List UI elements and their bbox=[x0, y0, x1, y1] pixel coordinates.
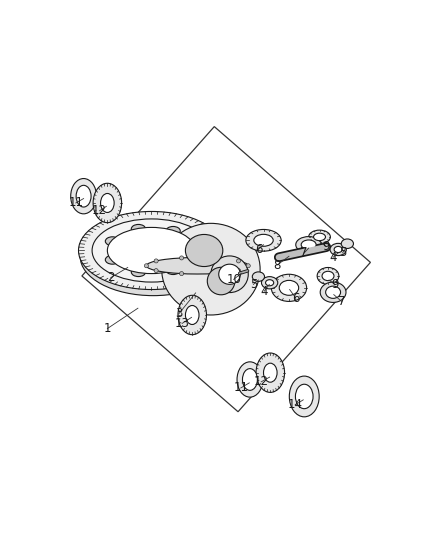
Text: 10: 10 bbox=[226, 273, 241, 286]
Circle shape bbox=[154, 259, 158, 263]
Ellipse shape bbox=[107, 228, 196, 273]
Ellipse shape bbox=[131, 268, 145, 277]
Ellipse shape bbox=[279, 280, 299, 295]
Circle shape bbox=[154, 269, 158, 273]
Circle shape bbox=[180, 272, 184, 276]
Text: 4: 4 bbox=[261, 285, 268, 298]
Ellipse shape bbox=[146, 257, 248, 274]
Ellipse shape bbox=[178, 295, 206, 335]
Ellipse shape bbox=[93, 183, 122, 223]
Ellipse shape bbox=[76, 185, 91, 207]
Text: 5: 5 bbox=[339, 246, 346, 260]
Circle shape bbox=[211, 272, 215, 276]
Ellipse shape bbox=[290, 376, 319, 417]
Ellipse shape bbox=[207, 267, 235, 295]
Text: 4: 4 bbox=[329, 251, 337, 264]
Ellipse shape bbox=[265, 280, 274, 286]
Ellipse shape bbox=[301, 240, 316, 249]
Ellipse shape bbox=[105, 255, 120, 264]
Ellipse shape bbox=[185, 305, 199, 325]
Text: 14: 14 bbox=[288, 399, 303, 411]
Text: 3: 3 bbox=[175, 308, 182, 320]
Ellipse shape bbox=[105, 237, 120, 246]
Circle shape bbox=[211, 256, 215, 260]
Ellipse shape bbox=[309, 230, 330, 244]
Text: 7: 7 bbox=[338, 295, 345, 308]
Ellipse shape bbox=[295, 384, 313, 409]
Text: 12: 12 bbox=[92, 204, 107, 217]
Ellipse shape bbox=[256, 353, 285, 392]
Ellipse shape bbox=[237, 362, 263, 397]
Ellipse shape bbox=[330, 244, 346, 256]
Ellipse shape bbox=[317, 268, 339, 285]
Ellipse shape bbox=[246, 229, 281, 251]
Circle shape bbox=[237, 269, 240, 273]
Ellipse shape bbox=[325, 286, 341, 298]
Text: 7: 7 bbox=[300, 246, 308, 260]
Ellipse shape bbox=[252, 272, 265, 281]
Ellipse shape bbox=[166, 265, 180, 274]
Ellipse shape bbox=[243, 369, 258, 390]
Text: 1: 1 bbox=[104, 322, 111, 335]
Ellipse shape bbox=[219, 264, 240, 284]
Text: 9: 9 bbox=[331, 278, 339, 291]
Ellipse shape bbox=[211, 256, 248, 293]
Ellipse shape bbox=[254, 235, 273, 246]
Text: 11: 11 bbox=[233, 382, 248, 394]
Text: 6: 6 bbox=[254, 243, 262, 256]
Ellipse shape bbox=[296, 237, 321, 253]
Ellipse shape bbox=[131, 224, 145, 233]
Text: 6: 6 bbox=[292, 292, 300, 304]
Ellipse shape bbox=[271, 274, 307, 302]
Ellipse shape bbox=[314, 233, 325, 241]
Ellipse shape bbox=[320, 282, 346, 302]
Circle shape bbox=[180, 256, 184, 260]
Ellipse shape bbox=[92, 219, 211, 282]
Ellipse shape bbox=[341, 239, 353, 248]
Ellipse shape bbox=[261, 277, 278, 289]
Ellipse shape bbox=[71, 179, 96, 214]
Ellipse shape bbox=[101, 193, 114, 213]
Text: 2: 2 bbox=[107, 271, 114, 284]
Text: 11: 11 bbox=[68, 197, 83, 209]
Ellipse shape bbox=[162, 223, 260, 315]
Ellipse shape bbox=[166, 227, 180, 235]
Ellipse shape bbox=[185, 235, 223, 266]
Ellipse shape bbox=[264, 363, 277, 382]
Circle shape bbox=[246, 264, 250, 268]
Text: 9: 9 bbox=[322, 239, 329, 253]
Ellipse shape bbox=[186, 241, 201, 251]
Text: 8: 8 bbox=[273, 259, 281, 272]
Ellipse shape bbox=[322, 271, 334, 280]
Ellipse shape bbox=[80, 217, 226, 296]
Text: 12: 12 bbox=[254, 375, 268, 389]
Text: 5: 5 bbox=[250, 278, 257, 291]
Circle shape bbox=[145, 264, 148, 268]
Ellipse shape bbox=[78, 212, 224, 289]
Ellipse shape bbox=[334, 246, 342, 253]
Text: 13: 13 bbox=[175, 317, 190, 330]
Circle shape bbox=[237, 259, 240, 263]
